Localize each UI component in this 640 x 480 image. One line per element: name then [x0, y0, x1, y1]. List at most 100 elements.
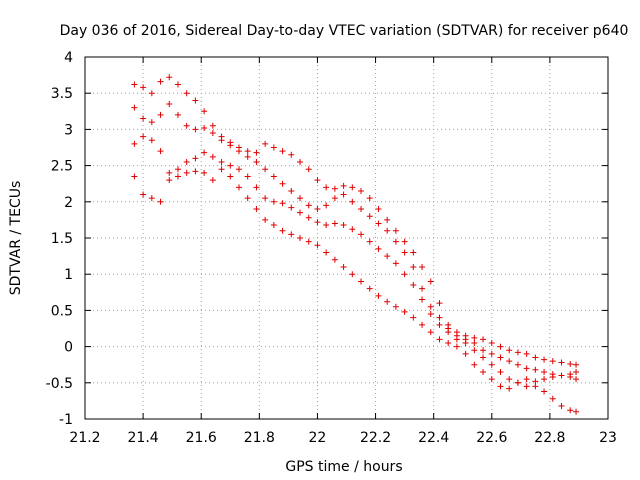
data-point [253, 184, 260, 191]
data-point [436, 300, 443, 307]
data-point [523, 376, 530, 383]
data-point [419, 321, 426, 328]
x-axis-label: GPS time / hours [285, 459, 402, 475]
series-track-2 [131, 101, 580, 383]
data-point [297, 195, 304, 202]
data-point [244, 195, 251, 202]
data-point [375, 292, 382, 299]
data-point [131, 140, 138, 147]
data-point [349, 226, 356, 233]
data-point [567, 360, 574, 367]
data-point [410, 263, 417, 270]
data-point [532, 383, 539, 390]
y-tick-label: 0.5 [51, 303, 73, 319]
data-point [157, 111, 164, 118]
data-point [244, 173, 251, 180]
y-axis-ticks: -1 -0.5 0 0.5 1 1.5 2 2.5 3 3.5 4 [46, 50, 608, 428]
data-point [358, 187, 365, 194]
data-point [427, 303, 434, 310]
data-point [436, 336, 443, 343]
data-point [314, 177, 321, 184]
data-point [253, 158, 260, 165]
data-point [480, 347, 487, 354]
data-point [262, 140, 269, 147]
x-tick-label: 21.6 [186, 430, 217, 446]
data-point [201, 169, 208, 176]
data-point [401, 271, 408, 278]
data-point [558, 402, 565, 409]
data-point [506, 347, 513, 354]
series-track-3 [131, 133, 580, 390]
data-point [166, 169, 173, 176]
data-point [218, 158, 225, 165]
data-point [201, 124, 208, 131]
data-point [305, 202, 312, 209]
x-tick-label: 22 [309, 430, 327, 446]
data-point [174, 173, 181, 180]
data-point [506, 358, 513, 365]
data-point [488, 376, 495, 383]
data-point [157, 198, 164, 205]
data-point [392, 260, 399, 267]
data-point [366, 195, 373, 202]
data-point [410, 249, 417, 256]
data-point [148, 119, 155, 126]
data-point [541, 388, 548, 395]
data-point [471, 361, 478, 368]
data-point [174, 111, 181, 118]
data-point [497, 354, 504, 361]
data-point [297, 209, 304, 216]
data-point [549, 358, 556, 365]
data-point [140, 84, 147, 91]
x-tick-label: 21.8 [244, 430, 275, 446]
data-point [384, 253, 391, 260]
data-point [497, 343, 504, 350]
y-tick-label: 1 [64, 267, 73, 283]
data-point [131, 173, 138, 180]
data-point [270, 173, 277, 180]
data-point [174, 166, 181, 173]
data-point [340, 221, 347, 228]
data-point [541, 376, 548, 383]
grid-lines [85, 57, 608, 419]
data-point [366, 238, 373, 245]
data-point [506, 385, 513, 392]
data-point [192, 126, 199, 133]
data-point [157, 78, 164, 85]
data-point [323, 221, 330, 228]
data-point [253, 149, 260, 156]
data-point [201, 149, 208, 156]
data-point [541, 356, 548, 363]
data-point [262, 166, 269, 173]
data-point [192, 168, 199, 175]
data-point [140, 115, 147, 122]
data-point [235, 148, 242, 155]
y-tick-label: -1 [59, 412, 73, 428]
data-point [384, 227, 391, 234]
data-point [436, 314, 443, 321]
data-point [453, 343, 460, 350]
data-point [392, 238, 399, 245]
data-point [166, 74, 173, 81]
data-point [270, 144, 277, 151]
data-point [192, 155, 199, 162]
data-point [410, 314, 417, 321]
data-point [532, 354, 539, 361]
data-point [471, 339, 478, 346]
data-point [218, 166, 225, 173]
data-point [392, 303, 399, 310]
data-points [131, 74, 580, 415]
data-point [279, 200, 286, 207]
data-point [462, 339, 469, 346]
data-point [192, 97, 199, 104]
data-point [331, 256, 338, 263]
data-point [166, 101, 173, 108]
data-point [401, 308, 408, 315]
data-point [471, 334, 478, 341]
data-point [288, 187, 295, 194]
x-tick-label: 21.4 [128, 430, 159, 446]
x-tick-label: 22.6 [476, 430, 507, 446]
y-tick-label: 1.5 [51, 231, 73, 247]
data-point [488, 361, 495, 368]
data-point [523, 365, 530, 372]
